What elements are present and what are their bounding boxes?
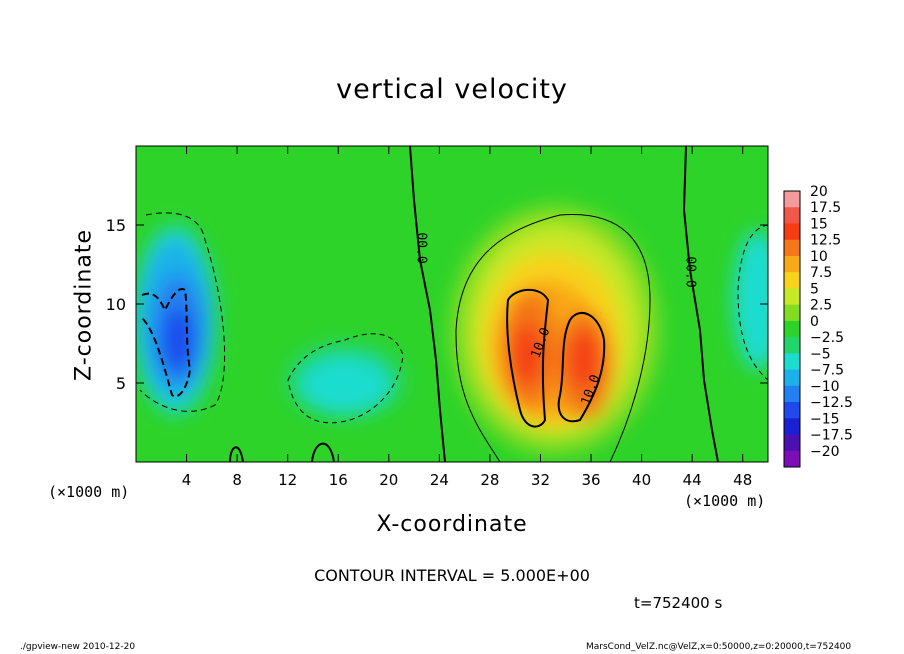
colorbar-label: −7.5 bbox=[810, 363, 844, 379]
colorbar-swatch bbox=[784, 434, 800, 452]
colorbar-label: 7.5 bbox=[810, 265, 832, 281]
colorbar-label: 12.5 bbox=[810, 233, 841, 249]
colorbar-label: 2.5 bbox=[810, 298, 832, 314]
colorbar-label: −5 bbox=[810, 346, 831, 362]
colorbar-label: 15 bbox=[810, 216, 828, 232]
y-tick-label: 10 bbox=[106, 295, 126, 314]
colorbar-swatch bbox=[784, 353, 800, 371]
zero-contour-small-b bbox=[311, 442, 335, 462]
colorbar-label: 5 bbox=[810, 281, 819, 297]
colorbar-label: −10 bbox=[810, 379, 840, 395]
y-tick-label: 15 bbox=[106, 216, 126, 235]
colorbar: 2017.51512.5107.552.50−2.5−5−7.5−10−12.5… bbox=[783, 184, 853, 468]
colorbar-swatch bbox=[784, 191, 800, 208]
colorbar-label: 0 bbox=[810, 314, 819, 330]
colorbar-frame bbox=[783, 190, 801, 468]
zero-contour-small-a bbox=[229, 446, 244, 462]
colorbar-swatch bbox=[784, 207, 800, 224]
colorbar-swatch bbox=[784, 272, 800, 289]
x-axis-label: X-coordinate bbox=[376, 512, 528, 537]
colorbar-label: −17.5 bbox=[810, 428, 853, 444]
contour-label: 00.0 bbox=[414, 232, 429, 263]
y-tick-label: 5 bbox=[116, 374, 126, 393]
neg-five-contour-right bbox=[737, 224, 768, 381]
x-unit-label: (×1000 m) bbox=[684, 492, 766, 510]
colorbar-swatch bbox=[784, 418, 800, 436]
colorbar-label: −15 bbox=[810, 411, 840, 427]
time-label: t=752400 s bbox=[634, 594, 723, 612]
colorbar-label: −20 bbox=[810, 444, 840, 460]
x-tick-label: 32 bbox=[531, 471, 550, 489]
colorbar-label: 10 bbox=[810, 249, 828, 265]
contour-interval: CONTOUR INTERVAL = 5.000E+00 bbox=[314, 566, 590, 585]
contour-label: 00.0 bbox=[683, 256, 698, 287]
colorbar-swatch bbox=[784, 239, 800, 257]
x-axis: 4 8 12 16 20 24 28 32 36 40 44 48 bbox=[182, 146, 752, 489]
x-tick-label: 4 bbox=[182, 471, 192, 489]
z-unit-label: (×1000 m) bbox=[48, 483, 130, 501]
neg-five-contour-left bbox=[139, 212, 226, 412]
colorbar-label: −2.5 bbox=[810, 330, 844, 346]
x-tick-label: 24 bbox=[430, 471, 449, 489]
colorbar-label: −12.5 bbox=[810, 395, 853, 411]
colorbar-swatch bbox=[784, 369, 800, 387]
x-tick-label: 36 bbox=[581, 471, 600, 489]
ten-contour-b bbox=[557, 311, 606, 423]
x-tick-label: 8 bbox=[232, 471, 242, 489]
field-blobs bbox=[136, 205, 768, 455]
colorbar-label: 20 bbox=[810, 184, 828, 200]
colorbar-swatch bbox=[784, 223, 800, 241]
x-tick-label: 48 bbox=[733, 471, 752, 489]
colorbar-swatch bbox=[784, 304, 800, 322]
footer-right: MarsCond_VelZ.nc@VelZ,x=0:50000,z=0:2000… bbox=[586, 642, 852, 652]
plot-area: 00.000.010.010.0 4 8 12 16 20 24 28 32 36 40 44 48 … bbox=[106, 145, 769, 489]
background-field bbox=[136, 146, 768, 462]
x-tick-label: 28 bbox=[480, 471, 499, 489]
colorbar-swatch bbox=[784, 288, 800, 306]
x-tick-label: 20 bbox=[379, 471, 398, 489]
colorbar-swatch bbox=[784, 450, 800, 468]
contour-lines bbox=[139, 146, 768, 462]
colorbar-swatch bbox=[784, 337, 800, 354]
colorbar-label: 17.5 bbox=[810, 200, 841, 216]
colorbar-swatch bbox=[784, 255, 800, 273]
colorbar-swatch bbox=[784, 320, 800, 338]
y-axis-label: Z-coordinate bbox=[71, 229, 97, 381]
footer-left: ./gpview-new 2010-12-20 bbox=[20, 642, 136, 652]
x-tick-label: 16 bbox=[329, 471, 348, 489]
y-axis: 5 10 15 bbox=[106, 216, 768, 393]
x-tick-label: 40 bbox=[632, 471, 651, 489]
colorbar-swatch bbox=[784, 385, 800, 403]
chart-title: vertical velocity bbox=[336, 74, 568, 105]
zero-contour-right bbox=[682, 146, 719, 462]
x-tick-label: 44 bbox=[683, 471, 702, 489]
heatmap-field bbox=[136, 146, 768, 462]
x-tick-label: 12 bbox=[278, 471, 297, 489]
ten-contour-a bbox=[506, 288, 550, 428]
zero-contour-left bbox=[409, 146, 446, 462]
colorbar-swatch bbox=[784, 402, 800, 419]
five-contour-updraft bbox=[455, 213, 651, 462]
